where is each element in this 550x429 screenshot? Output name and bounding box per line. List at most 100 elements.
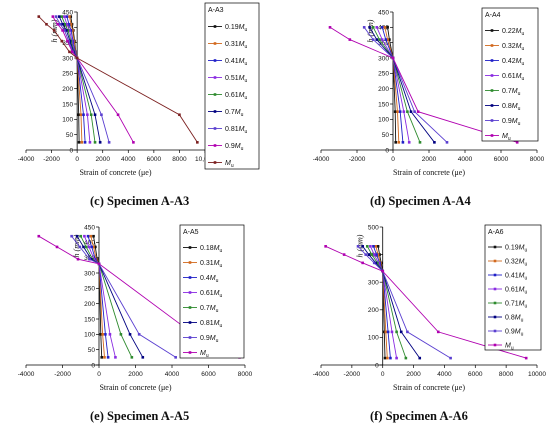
y-tick-label: 450 — [84, 224, 95, 231]
data-point — [63, 29, 66, 32]
x-axis-label: Strain of concrete (μe) — [99, 383, 171, 392]
legend-label: Mu — [200, 350, 209, 359]
legend-label: 0.81Mu — [200, 320, 222, 329]
legend-label: 0.18Mu — [200, 245, 222, 254]
data-point — [97, 262, 101, 266]
data-point — [399, 330, 403, 334]
x-tick-label: 4000 — [121, 156, 136, 163]
data-point — [69, 29, 73, 32]
legend-marker — [490, 134, 494, 137]
legend-marker — [213, 161, 217, 164]
data-point — [65, 22, 69, 26]
data-point — [342, 253, 346, 256]
legend-marker — [490, 119, 494, 122]
legend-marker — [213, 25, 217, 28]
x-tick-label: -4000 — [18, 371, 35, 378]
legend-label: 0.61Mu — [505, 287, 527, 296]
x-axis-label: Strain of concrete (μe) — [393, 168, 465, 177]
data-point — [89, 234, 93, 238]
data-point — [384, 38, 388, 41]
data-point — [402, 110, 406, 113]
x-tick-label: 4000 — [458, 156, 473, 163]
y-tick-label: 100 — [378, 117, 389, 124]
data-point — [45, 22, 48, 26]
data-point — [368, 26, 371, 29]
data-point — [380, 38, 384, 41]
y-tick-label: 0 — [375, 362, 379, 369]
series-line — [325, 245, 527, 359]
legend-label: 0.9Mu — [200, 335, 219, 344]
legend-label: 0.51Mu — [225, 75, 247, 84]
data-point — [371, 26, 375, 29]
data-point — [372, 261, 376, 265]
legend-label: 0.61Mu — [502, 73, 524, 82]
data-point — [37, 234, 41, 238]
data-point — [60, 39, 64, 43]
data-point — [397, 141, 401, 144]
y-tick-label: 250 — [378, 71, 389, 78]
x-tick-label: -2000 — [54, 371, 71, 378]
y-tick-label: 200 — [62, 86, 73, 93]
y-tick-label: 400 — [84, 240, 95, 247]
y-tick-label: 400 — [62, 25, 73, 32]
legend-label: 0.9Mu — [505, 329, 524, 338]
y-tick-label: 100 — [368, 335, 379, 342]
data-point — [37, 15, 41, 18]
y-tick-label: 200 — [378, 86, 389, 93]
legend-label: 0.32Mu — [502, 43, 524, 52]
data-point — [68, 15, 71, 18]
data-point — [90, 257, 93, 261]
data-point — [376, 253, 380, 256]
y-tick-label: 250 — [62, 71, 73, 78]
data-point — [370, 253, 374, 256]
data-point — [93, 141, 97, 144]
legend-marker — [493, 273, 497, 277]
data-point — [413, 110, 416, 113]
legend-marker — [188, 276, 192, 279]
legend-marker — [490, 104, 494, 107]
chart-panel-a-a5: -4000 -2000 0 2000 4000 6000 8000 0 50 100 150 200 2… — [0, 215, 275, 429]
y-tick-label: 300 — [84, 270, 95, 277]
data-point — [58, 22, 62, 26]
series-line — [362, 246, 421, 359]
y-tick-label: 300 — [378, 55, 389, 62]
data-point — [104, 333, 107, 336]
data-point — [132, 141, 135, 144]
x-tick-label: 2000 — [128, 371, 143, 378]
data-point — [70, 234, 73, 238]
figure-caption: (d) Specimen A-A4 — [370, 194, 471, 208]
data-point — [395, 356, 398, 360]
data-point — [128, 333, 132, 336]
data-point — [75, 234, 79, 238]
legend-label: 0.31Mu — [225, 41, 247, 50]
y-tick-label: 350 — [62, 40, 73, 47]
legend-marker — [213, 144, 217, 147]
data-point — [374, 245, 378, 248]
y-axis-label: h (mm) — [356, 234, 365, 257]
x-tick-label: -2000 — [349, 156, 366, 163]
data-point — [391, 56, 395, 60]
legend-marker — [493, 343, 497, 347]
x-tick-label: 0 — [391, 156, 395, 163]
x-tick-label: -4000 — [313, 371, 330, 378]
data-point — [365, 245, 369, 248]
legend-marker — [493, 245, 497, 249]
y-tick-label: 50 — [88, 347, 96, 354]
series-line — [71, 235, 176, 358]
x-tick-label: 6000 — [201, 371, 216, 378]
legend-marker — [213, 110, 217, 113]
legend-marker — [493, 329, 497, 333]
x-tick-label: -2000 — [43, 156, 60, 163]
legend-label: 0.19Mu — [225, 24, 247, 33]
data-point — [107, 141, 111, 144]
legend-label: 0.42Mu — [502, 58, 524, 67]
data-point — [409, 110, 413, 113]
legend-title: A-A3 — [208, 7, 224, 14]
data-point — [66, 29, 70, 32]
data-point — [52, 29, 56, 32]
chart-svg: -4000-20000200040006000800010,0000501001… — [18, 2, 260, 177]
data-point — [361, 261, 364, 265]
data-point — [76, 257, 80, 261]
legend-label: 0.61Mu — [200, 290, 222, 299]
x-tick-label: 8000 — [499, 371, 514, 378]
